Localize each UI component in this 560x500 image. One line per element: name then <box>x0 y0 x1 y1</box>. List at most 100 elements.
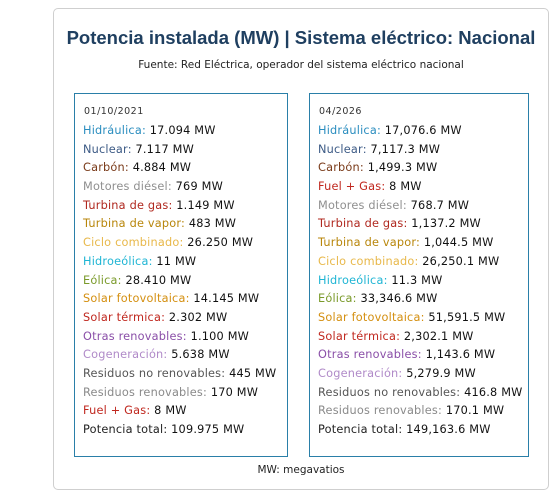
capacity-value: 5.638 MW <box>171 348 230 362</box>
source-label: Hidráulica <box>318 124 377 137</box>
capacity-value: 7,117.3 MW <box>370 142 441 156</box>
panel-date: 01/10/2021 <box>84 106 144 117</box>
source-label: Nuclear <box>318 142 363 156</box>
page-title: Potencia instalada (MW) | Sistema eléctr… <box>66 27 536 48</box>
source-label: Residuos renovables <box>318 404 439 418</box>
list-item: Otras renovables: 1,143.6 MW <box>318 348 496 362</box>
source-label: Potencia total <box>318 423 399 436</box>
capacity-value: 769 MW <box>175 180 223 194</box>
capacity-value: 28.410 MW <box>125 273 192 287</box>
source-label: Cogeneración <box>318 366 399 380</box>
list-item: Solar fotovoltaica: 51,591.5 MW <box>318 310 506 324</box>
list-item: Carbón: 4.884 MW <box>83 161 192 175</box>
source-label: Hidroeólica <box>83 254 149 268</box>
list-item: Motores diésel: 768.7 MW <box>318 198 470 212</box>
list-item: Eólica: 33,346.6 MW <box>318 292 438 306</box>
capacity-value: 1,143.6 MW <box>425 348 496 362</box>
source-label: Cogeneración <box>83 348 164 362</box>
source-label: Fuel + Gas <box>318 180 382 194</box>
source-label: Nuclear <box>83 142 128 156</box>
capacity-value: 26,250.1 MW <box>422 254 500 268</box>
capacity-value: 170 MW <box>210 385 259 399</box>
list-item: Cogeneración: 5.638 MW <box>83 348 230 362</box>
source-label: Ciclo combinado <box>83 236 180 250</box>
source-label: Hidráulica <box>83 124 142 137</box>
list-item: Turbina de vapor: 483 MW <box>83 217 237 231</box>
list-item: Motores diésel: 769 MW <box>83 180 223 194</box>
capacity-value: 5,279.9 MW <box>406 366 476 380</box>
panel-date: 04/2026 <box>319 106 362 117</box>
source-label: Motores diésel <box>83 180 168 194</box>
panel-2026: 04/2026 Hidráulica: 17,076.6 MW Nuclear: … <box>309 93 529 457</box>
capacity-value: 149,163.6 MW <box>406 423 491 436</box>
source-label: Residuos no renovables <box>83 366 222 380</box>
capacity-value: 1,137.2 MW <box>411 217 481 231</box>
capacity-value: 445 MW <box>229 366 277 380</box>
capacity-value: 416.8 MW <box>464 385 523 399</box>
capacity-value: 17.094 MW <box>149 124 216 137</box>
source-label: Fuel + Gas <box>83 404 147 418</box>
list-item: Turbina de gas: 1.149 MW <box>83 198 235 212</box>
capacity-value: 11 MW <box>156 254 197 268</box>
source-note: Fuente: Red Eléctrica, operador del sist… <box>138 59 464 71</box>
list-item: Hidráulica: 17.094 MW <box>83 124 216 137</box>
list-item: Potencia total: 149,163.6 MW <box>318 423 491 436</box>
source-label: Eólica <box>83 273 118 287</box>
source-label: Eólica <box>318 292 353 306</box>
list-item: Fuel + Gas: 8 MW <box>318 180 422 194</box>
source-label: Otras renovables <box>83 329 183 343</box>
capacity-list: Hidráulica: 17,076.6 MW Nuclear: 7,117.3 … <box>318 122 523 440</box>
source-label: Solar térmica <box>318 329 397 343</box>
list-item: Potencia total: 109.975 MW <box>83 423 245 436</box>
capacity-value: 7.117 MW <box>135 142 194 156</box>
list-item: Fuel + Gas: 8 MW <box>83 404 187 418</box>
capacity-value: 1.149 MW <box>176 198 235 212</box>
source-label: Turbina de vapor <box>318 236 417 250</box>
source-label: Solar térmica <box>83 310 162 324</box>
source-label: Solar fotovoltaica <box>318 310 421 324</box>
capacity-value: 14.145 MW <box>193 292 260 306</box>
source-label: Potencia total <box>83 423 164 436</box>
source-label: Ciclo combinado <box>318 254 415 268</box>
list-item: Ciclo combinado: 26.250 MW <box>83 236 254 250</box>
source-label: Turbina de gas <box>318 217 404 231</box>
source-label: Carbón <box>83 161 125 175</box>
source-label: Hidroeólica <box>318 273 384 287</box>
capacity-value: 768.7 MW <box>410 198 470 212</box>
source-label: Otras renovables <box>318 348 418 362</box>
list-item: Otras renovables: 1.100 MW <box>83 329 250 343</box>
capacity-value: 1,044.5 MW <box>423 236 494 250</box>
list-item: Ciclo combinado: 26,250.1 MW <box>318 254 500 268</box>
panel-2021: 01/10/2021 Hidráulica: 17.094 MW Nuclear:… <box>74 93 288 457</box>
capacity-value: 8 MW <box>154 404 187 418</box>
capacity-value: 1.100 MW <box>190 329 250 343</box>
capacity-value: 26.250 MW <box>187 236 254 250</box>
capacity-value: 4.884 MW <box>132 161 192 175</box>
list-item: Turbina de gas: 1,137.2 MW <box>318 217 481 231</box>
capacity-list: Hidráulica: 17.094 MW Nuclear: 7.117 MW Ca… <box>83 122 276 440</box>
list-item: Eólica: 28.410 MW <box>83 273 192 287</box>
capacity-value: 2.302 MW <box>168 310 228 324</box>
source-label: Turbina de vapor <box>83 217 182 231</box>
list-item: Residuos renovables: 170.1 MW <box>318 404 505 418</box>
source-label: Turbina de gas <box>83 198 169 212</box>
capacity-value: 51,591.5 MW <box>428 310 506 324</box>
capacity-value: 483 MW <box>188 217 237 231</box>
footer-note: MW: megavatios <box>257 464 345 476</box>
list-item: Hidráulica: 17,076.6 MW <box>318 124 462 137</box>
list-item: Residuos renovables: 170 MW <box>83 385 259 399</box>
capacity-value: 1,499.3 MW <box>367 161 438 175</box>
infobox-card: Potencia instalada (MW) | Sistema eléctr… <box>53 8 549 490</box>
capacity-value: 170.1 MW <box>445 404 505 418</box>
list-item: Cogeneración: 5,279.9 MW <box>318 366 476 380</box>
source-label: Solar fotovoltaica <box>83 292 186 306</box>
list-item: Residuos no renovables: 416.8 MW <box>318 385 523 399</box>
capacity-value: 33,346.6 MW <box>360 292 438 306</box>
list-item: Residuos no renovables: 445 MW <box>83 366 277 380</box>
list-item: Solar térmica: 2,302.1 MW <box>318 329 474 343</box>
list-item: Nuclear: 7,117.3 MW <box>318 142 441 156</box>
source-label: Residuos renovables <box>83 385 204 399</box>
list-item: Hidroeólica: 11.3 MW <box>318 273 443 287</box>
list-item: Carbón: 1,499.3 MW <box>318 161 438 175</box>
capacity-value: 8 MW <box>389 180 422 194</box>
